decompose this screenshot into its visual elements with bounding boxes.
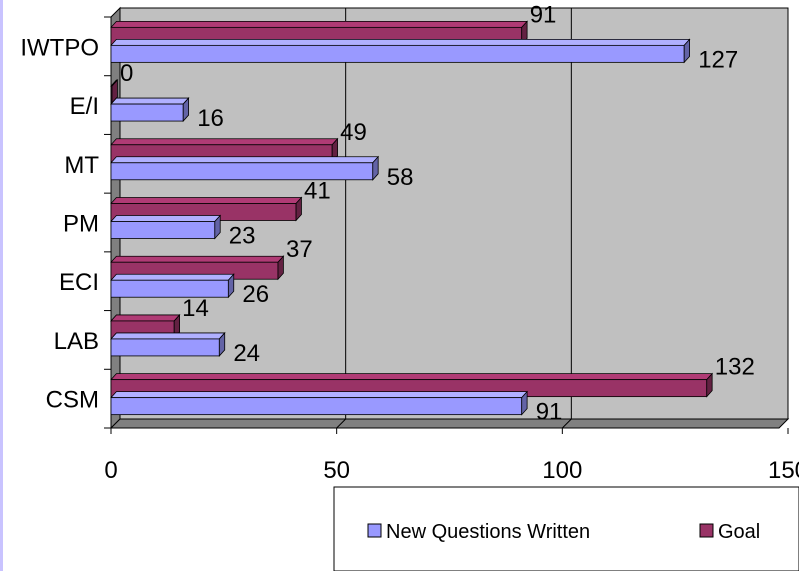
- bar-top-face: [110, 273, 235, 281]
- data-label: 127: [698, 46, 738, 73]
- bar-side-face: [227, 273, 235, 299]
- bar-side-face: [182, 97, 190, 123]
- data-label: 37: [286, 236, 313, 263]
- bar-side-face: [173, 313, 180, 339]
- bar: [110, 273, 235, 299]
- data-label: 14: [182, 295, 209, 322]
- bar-side-face: [214, 214, 221, 240]
- bar-front-face: [110, 279, 229, 298]
- bar-top-face: [110, 255, 285, 263]
- data-label: 0: [120, 60, 133, 87]
- category-labels: IWTPO E/I MT PM ECI LAB CSM: [20, 34, 99, 413]
- legend-label: Goal: [718, 521, 760, 543]
- bar-top-face: [110, 373, 714, 381]
- bar: [110, 331, 226, 357]
- data-label: 41: [304, 178, 331, 205]
- bar-front-face: [110, 338, 220, 357]
- data-label: 49: [340, 119, 367, 146]
- chart-frame-edge: [0, 0, 3, 571]
- category-label: E/I: [70, 93, 99, 120]
- data-label: 91: [530, 1, 557, 28]
- bar-top-face: [110, 197, 303, 204]
- category-label: ECI: [59, 269, 99, 296]
- bar-top-face: [110, 138, 339, 146]
- bar-side-face: [331, 137, 338, 163]
- bar-side-face: [277, 255, 284, 281]
- bar-top-face: [110, 314, 181, 322]
- bar: [110, 155, 380, 181]
- bar: [110, 214, 222, 240]
- bar-side-face: [218, 331, 226, 357]
- tick-labels: 0 50 100 150: [104, 457, 799, 484]
- legend: New Questions Written Goal: [333, 486, 799, 571]
- category-label: IWTPO: [20, 34, 99, 61]
- data-label: 91: [536, 399, 563, 426]
- bar-top-face: [110, 156, 380, 164]
- bar-top-face: [110, 20, 529, 28]
- legend-swatch: [367, 523, 382, 538]
- x-tick-label: 150: [768, 457, 799, 484]
- data-label: 58: [387, 164, 414, 191]
- category-label: CSM: [46, 387, 99, 414]
- data-label: 24: [233, 340, 260, 367]
- gridline-floor-100: [561, 418, 572, 429]
- data-label: 26: [242, 281, 269, 308]
- plot-floor: [109, 418, 790, 429]
- data-label: 16: [197, 105, 224, 132]
- data-label: 132: [715, 354, 755, 381]
- bar-front-face: [110, 221, 216, 239]
- data-label: 23: [229, 223, 256, 250]
- x-tick-label: 100: [542, 457, 582, 484]
- bar-top-face: [110, 391, 529, 399]
- bar-side-face: [295, 196, 302, 222]
- bar-top-face: [110, 97, 190, 105]
- gridline-floor-50: [336, 418, 347, 429]
- bar-side-face: [521, 390, 528, 416]
- x-tick-label: 0: [104, 457, 117, 484]
- bar-side-face: [372, 155, 379, 181]
- bar-side-face: [111, 79, 118, 105]
- bar: [110, 38, 691, 64]
- bar-side-face: [706, 372, 713, 398]
- bar-front-face: [110, 44, 685, 63]
- bar-top-face: [110, 332, 226, 340]
- x-tick-label: 50: [323, 457, 350, 484]
- legend-swatch: [699, 523, 714, 538]
- gridlines: [336, 8, 572, 429]
- bar-front-face: [110, 162, 374, 181]
- bar: [110, 97, 190, 123]
- legend-box: [333, 486, 799, 571]
- bar: [110, 79, 119, 105]
- bar-top-face: [110, 215, 222, 222]
- bar-top-face: [110, 38, 691, 46]
- legend-label: New Questions Written: [386, 521, 590, 543]
- bar: [110, 390, 529, 416]
- data-labels: 91 127 0 16 49 58 41 23 37 26 14 24 132 91: [120, 1, 755, 425]
- bar-front-face: [110, 397, 523, 416]
- bar-side-face: [521, 20, 528, 46]
- category-label: LAB: [54, 328, 99, 355]
- bars: [110, 20, 714, 416]
- category-label: MT: [64, 152, 99, 179]
- category-label: PM: [63, 211, 99, 238]
- bar-side-face: [683, 38, 690, 64]
- bar-front-face: [110, 103, 184, 122]
